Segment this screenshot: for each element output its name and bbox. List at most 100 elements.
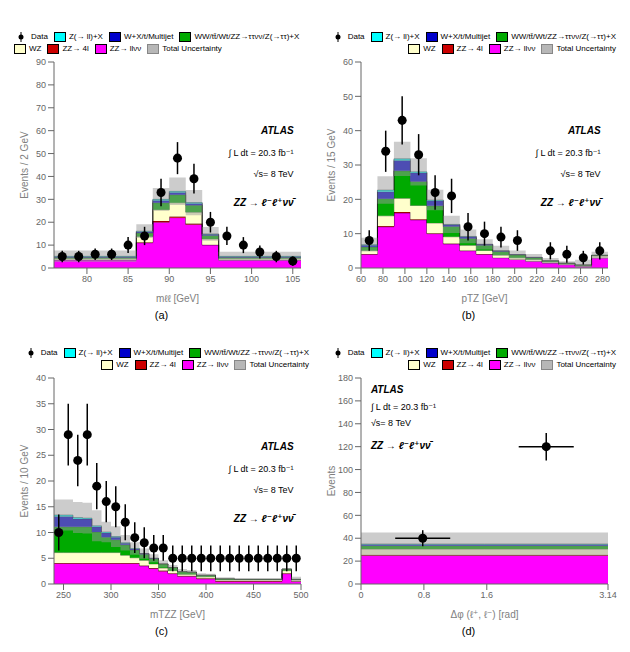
html-text:ATLAS: ATLAS — [261, 125, 294, 137]
svg-text:10: 10 — [36, 240, 46, 250]
svg-text:20: 20 — [343, 556, 353, 566]
svg-text:100: 100 — [397, 274, 412, 284]
svg-text:35: 35 — [36, 399, 46, 409]
svg-text:Events / 10 GeV: Events / 10 GeV — [19, 444, 30, 517]
html-text:ATLAS: ATLAS — [568, 125, 601, 137]
svg-text:50: 50 — [343, 92, 353, 102]
svg-text:60: 60 — [343, 57, 353, 67]
svg-text:mTZZ [GeV]: mTZZ [GeV] — [150, 609, 205, 620]
svg-text:0: 0 — [41, 579, 46, 589]
svg-text:260: 260 — [573, 274, 588, 284]
svg-text:0: 0 — [348, 263, 353, 273]
svg-text:20: 20 — [36, 476, 46, 486]
svg-text:70: 70 — [36, 103, 46, 113]
svg-text:120: 120 — [338, 442, 353, 452]
html-text:(b): (b) — [461, 309, 476, 321]
svg-text:160: 160 — [338, 396, 353, 406]
html-text:Data: Data — [31, 32, 48, 41]
svg-text:85: 85 — [123, 274, 133, 284]
svg-text:25: 25 — [36, 450, 46, 460]
svg-text:240: 240 — [551, 274, 566, 284]
svg-text:60: 60 — [343, 511, 353, 521]
svg-text:220: 220 — [529, 274, 544, 284]
svg-text:40: 40 — [36, 172, 46, 182]
svg-text:105: 105 — [285, 274, 300, 284]
svg-text:300: 300 — [103, 590, 118, 600]
svg-text:30: 30 — [36, 195, 46, 205]
svg-text:140: 140 — [441, 274, 456, 284]
html-text:ATLAS: ATLAS — [261, 441, 294, 453]
svg-text:250: 250 — [56, 590, 71, 600]
svg-text:95: 95 — [205, 274, 215, 284]
svg-text:50: 50 — [36, 149, 46, 159]
svg-text:450: 450 — [246, 590, 261, 600]
html-text:WW/tt̄/Wt/ZZ→ττνν/Z(→ττ)+X: WW/tt̄/Wt/ZZ→ττνν/Z(→ττ)+X — [194, 32, 300, 41]
svg-text:0: 0 — [348, 579, 353, 589]
svg-text:mℓℓ [GeV]: mℓℓ [GeV] — [156, 293, 199, 304]
svg-text:30: 30 — [36, 425, 46, 435]
html-text:∫ L dt = 20.3 fb⁻¹: ∫ L dt = 20.3 fb⁻¹ — [228, 147, 294, 158]
svg-text:100: 100 — [244, 274, 259, 284]
svg-text:3.14: 3.14 — [599, 590, 617, 600]
svg-text:10: 10 — [36, 528, 46, 538]
svg-text:5: 5 — [41, 553, 46, 563]
svg-text:80: 80 — [82, 274, 92, 284]
html-text:√s= 8 TeV: √s= 8 TeV — [253, 168, 294, 179]
svg-text:Events: Events — [326, 466, 337, 497]
html-text:Z(→ ll)+X: Z(→ ll)+X — [68, 32, 103, 41]
html-text:ZZ → ℓ⁻ℓ⁺νν̄: ZZ → ℓ⁻ℓ⁺νν̄ — [540, 197, 601, 209]
svg-text:280: 280 — [595, 274, 610, 284]
svg-text:80: 80 — [343, 488, 353, 498]
html-text:ZZ → ℓ⁻ℓ⁺νν̄: ZZ → ℓ⁻ℓ⁺νν̄ — [233, 513, 294, 525]
html-text:Total Uncertainty: Total Uncertainty — [162, 44, 222, 53]
svg-text:350: 350 — [151, 590, 166, 600]
svg-text:40: 40 — [36, 373, 46, 383]
html-text:√s= 8 TeV: √s= 8 TeV — [370, 418, 411, 429]
svg-text:30: 30 — [343, 160, 353, 170]
svg-text:10: 10 — [343, 229, 353, 239]
html-text:ATLAS: ATLAS — [370, 384, 404, 396]
html-text:ZZ→ llνν: ZZ→ llνν — [109, 44, 142, 53]
svg-text:180: 180 — [338, 373, 353, 383]
svg-text:120: 120 — [419, 274, 434, 284]
svg-text:Δφ (ℓ⁺, ℓ⁻) [rad]: Δφ (ℓ⁺, ℓ⁻) [rad] — [451, 609, 519, 620]
svg-text:0: 0 — [41, 263, 46, 273]
html-text:√s= 8 TeV: √s= 8 TeV — [560, 168, 601, 179]
svg-text:40: 40 — [343, 126, 353, 136]
svg-text:180: 180 — [485, 274, 500, 284]
svg-text:pTZ [GeV]: pTZ [GeV] — [461, 293, 507, 304]
svg-text:500: 500 — [293, 590, 308, 600]
svg-text:0: 0 — [358, 590, 363, 600]
svg-text:1.6: 1.6 — [481, 590, 494, 600]
svg-text:80: 80 — [378, 274, 388, 284]
html-text:(c): (c) — [155, 625, 168, 637]
svg-text:80: 80 — [36, 80, 46, 90]
svg-text:60: 60 — [356, 274, 366, 284]
html-text:WZ: WZ — [29, 44, 42, 53]
svg-text:15: 15 — [36, 502, 46, 512]
html-text:∫ L dt = 20.3 fb⁻¹: ∫ L dt = 20.3 fb⁻¹ — [535, 147, 601, 158]
html-text:ZZ→ 4l: ZZ→ 4l — [62, 44, 89, 53]
html-text:∫ L dt = 20.3 fb⁻¹: ∫ L dt = 20.3 fb⁻¹ — [370, 401, 436, 412]
svg-text:100: 100 — [338, 465, 353, 475]
html-text:(d): (d) — [461, 625, 476, 637]
svg-text:200: 200 — [507, 274, 522, 284]
svg-text:0.8: 0.8 — [418, 590, 431, 600]
svg-text:Events / 2 GeV: Events / 2 GeV — [19, 131, 30, 199]
html-text:W+X/t/Multijet: W+X/t/Multijet — [123, 32, 174, 41]
svg-text:400: 400 — [198, 590, 213, 600]
svg-text:40: 40 — [343, 533, 353, 543]
html-text:∫ L dt = 20.3 fb⁻¹: ∫ L dt = 20.3 fb⁻¹ — [228, 463, 294, 474]
html-text:√s= 8 TeV: √s= 8 TeV — [253, 484, 294, 495]
svg-text:20: 20 — [343, 195, 353, 205]
html-text:(a): (a) — [154, 309, 169, 321]
svg-text:Events / 15 GeV: Events / 15 GeV — [326, 128, 337, 201]
html-text:ZZ → ℓ⁻ℓ⁺νν̄: ZZ → ℓ⁻ℓ⁺νν̄ — [370, 439, 431, 451]
html-text:ZZ → ℓ⁻ℓ⁺νν̄: ZZ → ℓ⁻ℓ⁺νν̄ — [233, 197, 294, 209]
svg-text:20: 20 — [36, 217, 46, 227]
svg-text:90: 90 — [36, 57, 46, 67]
svg-text:160: 160 — [463, 274, 478, 284]
svg-text:90: 90 — [164, 274, 174, 284]
svg-text:140: 140 — [338, 419, 353, 429]
svg-text:60: 60 — [36, 126, 46, 136]
